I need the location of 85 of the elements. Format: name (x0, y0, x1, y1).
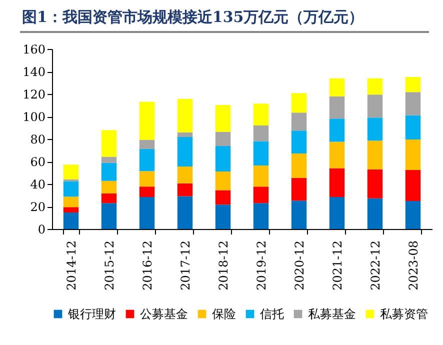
bar (329, 168, 345, 198)
bar (215, 105, 231, 132)
bar (101, 203, 117, 229)
legend-label: 私募基金 (308, 307, 356, 321)
bar (367, 169, 383, 198)
x-tick-label: 2016-12 (140, 240, 154, 290)
bar (177, 98, 193, 132)
y-tick-label: 80 (30, 132, 46, 146)
bar (291, 112, 307, 131)
bar (215, 190, 231, 205)
x-tick-label: 2015-12 (102, 240, 116, 290)
bar (291, 154, 307, 178)
bar (253, 165, 269, 187)
x-tick-label: 2021-12 (330, 240, 344, 290)
bar (101, 162, 117, 181)
y-tick-label: 20 (30, 200, 46, 214)
bar (291, 130, 307, 154)
legend-label: 公募基金 (140, 307, 188, 321)
bar (215, 146, 231, 172)
bar (63, 164, 79, 180)
bar (63, 196, 79, 208)
x-tick-label: 2022-12 (368, 240, 382, 290)
chart-title: 图1：我国资管市场规模接近135万亿元（万亿元） (21, 7, 365, 28)
bar (139, 102, 155, 140)
bar (405, 139, 421, 170)
bar (329, 197, 345, 229)
y-tick-label: 60 (30, 155, 46, 169)
bar (215, 172, 231, 190)
bar (177, 166, 193, 184)
bar (329, 78, 345, 96)
y-tick-label: 140 (22, 65, 46, 79)
bar (63, 212, 79, 229)
legend-label: 保险 (212, 307, 236, 321)
bar (291, 93, 307, 113)
bar (63, 181, 79, 197)
bar (291, 200, 307, 229)
bar (139, 197, 155, 229)
bar (405, 115, 421, 140)
bar (253, 203, 269, 229)
bar (367, 118, 383, 141)
bar (329, 118, 345, 142)
bar (139, 148, 155, 172)
y-tick-label: 40 (30, 178, 46, 192)
bar (215, 204, 231, 229)
bar (291, 178, 307, 201)
bar (63, 207, 79, 212)
bar (367, 94, 383, 118)
y-tick-label: 120 (22, 88, 46, 102)
y-tick-label: 100 (22, 110, 46, 124)
bar (253, 126, 269, 142)
bar (367, 198, 383, 229)
bar (177, 136, 193, 166)
bar (405, 170, 421, 201)
bar (101, 193, 117, 204)
bar (405, 92, 421, 116)
bar (139, 140, 155, 149)
bar (101, 156, 117, 163)
bar (253, 141, 269, 166)
legend-label: 私募资管 (380, 307, 428, 321)
bar (367, 140, 383, 170)
bar (139, 171, 155, 187)
y-tick-label: 0 (38, 222, 46, 236)
x-tick-label: 2017-12 (178, 240, 192, 290)
bar (329, 142, 345, 168)
bar (405, 77, 421, 92)
bar (177, 196, 193, 229)
bar (177, 132, 193, 137)
bar (215, 132, 231, 146)
x-tick-label: 2014-12 (64, 240, 78, 290)
bar (405, 200, 421, 229)
x-tick-label: 2020-12 (292, 240, 306, 290)
bar (253, 104, 269, 126)
y-tick-label: 160 (22, 42, 46, 56)
x-tick-label: 2019-12 (254, 240, 268, 290)
bar (139, 186, 155, 198)
x-tick-label: 2018-12 (216, 240, 230, 290)
bar (101, 130, 117, 157)
legend-label: 银行理财 (67, 307, 116, 321)
bar (329, 96, 345, 119)
bar (177, 183, 193, 196)
x-tick-label: 2023-08 (406, 240, 420, 290)
bar (253, 186, 269, 204)
bar (101, 180, 117, 194)
bar (367, 78, 383, 95)
legend-label: 信托 (260, 307, 284, 321)
